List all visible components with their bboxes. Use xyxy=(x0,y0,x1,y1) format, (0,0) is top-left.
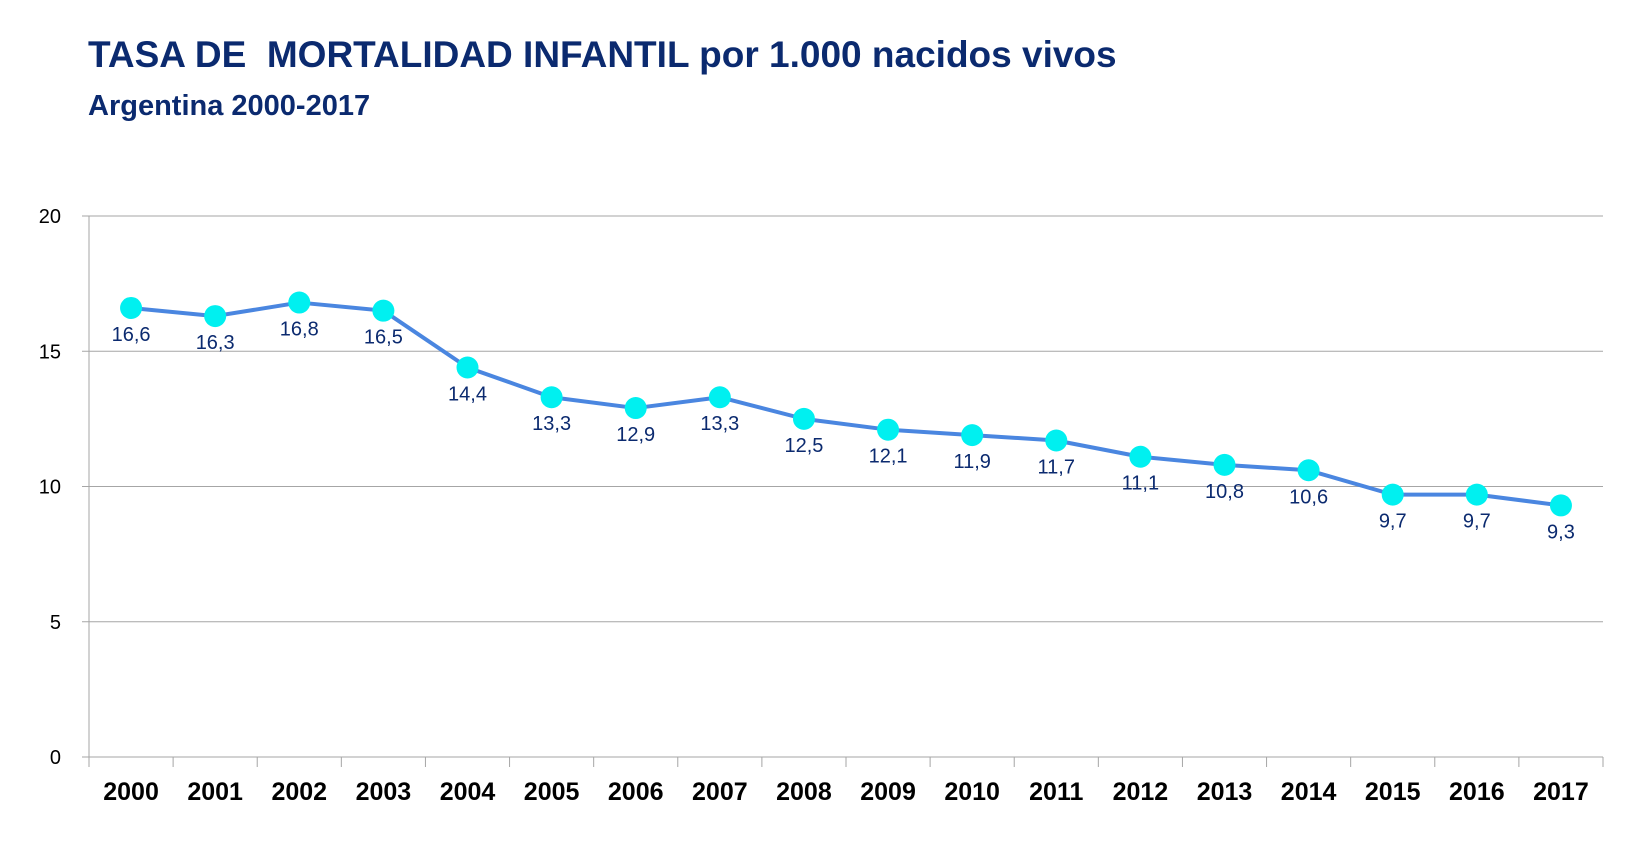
x-tick-label: 2011 xyxy=(1029,778,1083,806)
x-tick-label: 2001 xyxy=(187,778,243,806)
data-label: 14,4 xyxy=(448,383,487,405)
x-tick-label: 2007 xyxy=(692,778,748,806)
x-tick-label: 2002 xyxy=(271,778,327,806)
data-point xyxy=(120,296,143,319)
data-label: 16,5 xyxy=(364,327,403,349)
data-label: 13,3 xyxy=(700,413,739,435)
data-label: 10,6 xyxy=(1289,486,1328,508)
data-point xyxy=(372,299,395,322)
data-label: 16,8 xyxy=(280,319,319,341)
data-point xyxy=(1465,483,1488,506)
y-tick-label: 20 xyxy=(39,206,61,228)
data-labels: 16,6 16,3 16,8 16,5 14,4 13,3 12,9 13,3 12,5 12,1… xyxy=(112,319,1575,544)
x-tick-label: 2014 xyxy=(1281,778,1337,806)
data-point xyxy=(708,386,731,409)
x-tick-label: 2016 xyxy=(1449,778,1505,806)
x-tick-label: 2010 xyxy=(944,778,1000,806)
data-label: 10,8 xyxy=(1205,481,1244,503)
data-label: 12,1 xyxy=(869,446,908,468)
data-label: 9,7 xyxy=(1463,511,1491,533)
data-point xyxy=(204,305,227,328)
axes xyxy=(82,215,1604,767)
data-label: 12,5 xyxy=(784,435,823,457)
x-tick-label: 2017 xyxy=(1533,778,1589,806)
y-tick-label: 15 xyxy=(39,341,61,363)
x-axis-ticks: 2000 2001 2002 2003 2004 2005 2006 2007 2008 2009… xyxy=(103,778,1589,806)
y-tick-label: 0 xyxy=(50,747,61,769)
data-point xyxy=(288,291,311,314)
data-label: 11,9 xyxy=(953,451,990,473)
data-point xyxy=(1129,445,1152,468)
data-point xyxy=(1381,483,1404,506)
x-tick-label: 2004 xyxy=(440,778,496,806)
data-label: 16,6 xyxy=(112,324,151,346)
data-point xyxy=(1045,429,1068,452)
gridlines xyxy=(89,215,1603,623)
series-mortality xyxy=(120,291,1572,517)
data-label: 9,3 xyxy=(1547,521,1575,543)
data-label: 12,9 xyxy=(616,424,655,446)
data-label: 16,3 xyxy=(196,332,235,354)
data-label: 11,7 xyxy=(1038,457,1075,479)
x-tick-label: 2009 xyxy=(860,778,916,806)
data-point xyxy=(1213,453,1236,476)
x-tick-label: 2006 xyxy=(608,778,664,806)
x-tick-label: 2000 xyxy=(103,778,159,806)
x-tick-label: 2015 xyxy=(1365,778,1421,806)
data-point xyxy=(1297,459,1320,482)
data-point xyxy=(456,356,479,379)
chart-subtitle: Argentina 2000-2017 xyxy=(88,90,371,122)
y-axis-ticks: 0 5 10 15 20 xyxy=(39,206,61,769)
data-label: 11,1 xyxy=(1122,473,1159,495)
data-point xyxy=(624,397,647,420)
data-point xyxy=(540,386,563,409)
x-tick-label: 2003 xyxy=(356,778,412,806)
data-point xyxy=(961,424,984,447)
x-tick-label: 2013 xyxy=(1197,778,1253,806)
series-line xyxy=(130,300,1562,508)
data-point xyxy=(1549,494,1572,517)
chart-title: TASA DE MORTALIDAD INFANTIL por 1.000 na… xyxy=(88,34,1117,75)
data-point xyxy=(877,418,900,441)
y-tick-label: 10 xyxy=(39,477,61,499)
x-tick-label: 2008 xyxy=(776,778,832,806)
x-tick-label: 2012 xyxy=(1113,778,1169,806)
x-tick-label: 2005 xyxy=(524,778,580,806)
data-point xyxy=(792,407,815,430)
data-label: 13,3 xyxy=(532,413,571,435)
data-label: 9,7 xyxy=(1379,511,1407,533)
y-tick-label: 5 xyxy=(50,612,61,634)
